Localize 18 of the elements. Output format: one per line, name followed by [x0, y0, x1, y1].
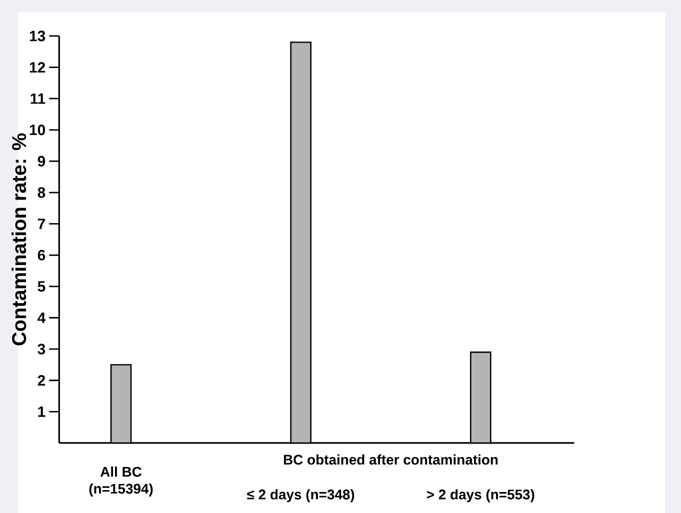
y-tick-label: 3: [38, 344, 46, 354]
y-tick-label: 9: [38, 156, 46, 166]
y-tick-label: 5: [38, 281, 46, 292]
y-axis-title: Contamination rate: %: [12, 133, 26, 346]
y-tick-label: 13: [30, 30, 46, 42]
y-tick-label: 2: [38, 375, 46, 386]
x-tick-label: ≤ 2 days (n=348): [247, 489, 354, 502]
y-tick-label: 11: [30, 93, 46, 104]
y-tick-label: 7: [38, 218, 45, 229]
y-tick-label: 8: [38, 187, 46, 198]
x-tick-label: All BC (n=15394): [89, 466, 153, 496]
y-tick-label: 12: [30, 62, 46, 73]
x-tick-label: > 2 days (n=553): [426, 489, 534, 502]
y-tick-label: 1: [38, 406, 46, 417]
y-tick-label: 6: [38, 250, 46, 260]
text: BC obtained after contamination: [284, 454, 498, 465]
y-tick-label: 4: [38, 312, 46, 323]
y-tick-label: 10: [30, 124, 46, 136]
